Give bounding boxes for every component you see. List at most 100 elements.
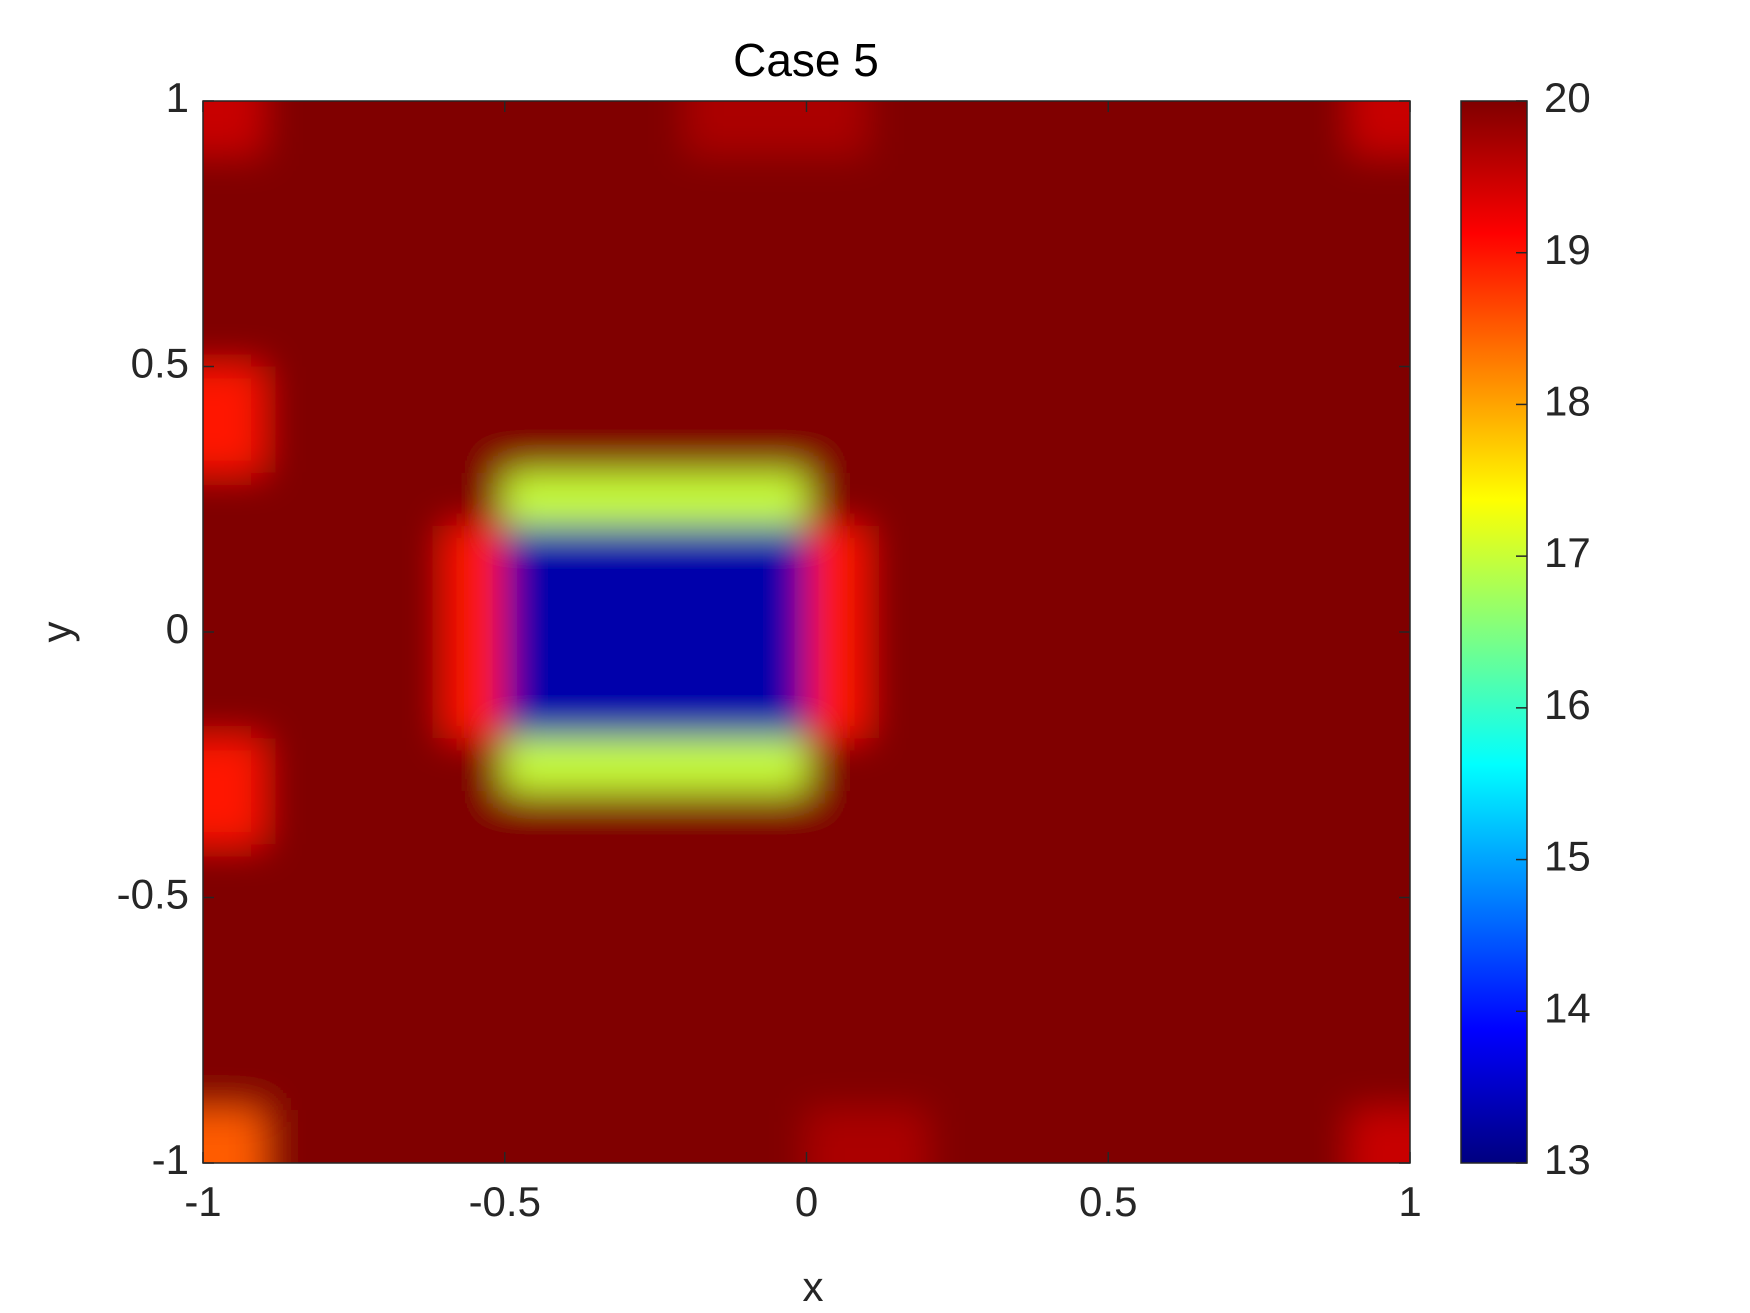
heatmap-cell <box>203 897 264 952</box>
heatmap-cell <box>866 844 928 898</box>
heatmap-cell <box>625 313 687 367</box>
heatmap-cell <box>203 791 264 845</box>
heatmap-cell <box>565 472 626 527</box>
heatmap-cell <box>1108 1109 1170 1163</box>
heatmap-cell <box>987 578 1049 633</box>
heatmap-cell <box>565 844 626 898</box>
heatmap-cell <box>1228 366 1290 421</box>
heatmap-cell <box>746 897 807 952</box>
colorbar-tick-label: 19 <box>1544 226 1591 273</box>
heatmap-cell <box>1108 1003 1170 1058</box>
heatmap-cell <box>927 154 989 208</box>
heatmap-cell <box>444 313 506 367</box>
heatmap-cell <box>927 844 989 898</box>
heatmap-cell <box>1289 632 1351 686</box>
plot-area <box>203 101 1410 1163</box>
heatmap-cell <box>1289 1003 1351 1058</box>
x-tick-label: -1 <box>184 1178 221 1225</box>
heatmap-cell <box>565 525 626 580</box>
heatmap-cell <box>203 632 264 686</box>
heatmap-cell <box>384 950 445 1005</box>
heatmap-cell <box>263 685 325 739</box>
y-tick-label: -0.5 <box>117 871 189 918</box>
heatmap-cell <box>323 101 385 155</box>
heatmap-cell <box>384 419 445 474</box>
heatmap-cell <box>203 366 264 421</box>
heatmap-cell <box>444 472 506 527</box>
heatmap-cell <box>1228 1003 1290 1058</box>
heatmap-cell <box>866 897 928 952</box>
heatmap-cell <box>1349 154 1410 208</box>
heatmap-cell <box>1047 632 1109 686</box>
heatmap-cell <box>203 950 264 1005</box>
heatmap-cell <box>1349 260 1410 314</box>
heatmap-cell <box>1168 419 1230 474</box>
heatmap-cell <box>806 1109 868 1163</box>
heatmap-cell <box>746 791 807 845</box>
heatmap-cell <box>1108 632 1170 686</box>
x-tick-label: 0 <box>795 1178 818 1225</box>
heatmap-cell <box>384 738 445 792</box>
heatmap-cell <box>625 419 687 474</box>
heatmap-cell <box>1289 791 1351 845</box>
heatmap-cell <box>323 897 385 952</box>
heatmap-cell <box>565 1003 626 1058</box>
heatmap-cell <box>987 897 1049 952</box>
heatmap-cell <box>1168 313 1230 367</box>
heatmap-cell <box>866 1003 928 1058</box>
heatmap-cell <box>1349 632 1410 686</box>
heatmap-cell <box>1108 207 1170 261</box>
heatmap-cell <box>927 1003 989 1058</box>
heatmap-cell <box>1168 738 1230 792</box>
heatmap-cell <box>1168 366 1230 421</box>
heatmap-cell <box>263 472 325 527</box>
heatmap-cell <box>1349 685 1410 739</box>
heatmap-cell <box>263 1056 325 1111</box>
heatmap-cell <box>1349 1109 1410 1163</box>
heatmap-cell <box>263 101 325 155</box>
heatmap-cell <box>203 1056 264 1111</box>
heatmap-cell <box>1289 101 1351 155</box>
colorbar-tick-label: 18 <box>1544 378 1591 425</box>
heatmap-cell <box>806 897 868 952</box>
heatmap-cell <box>746 207 807 261</box>
heatmap-cell <box>1047 472 1109 527</box>
heatmap-cell <box>1349 472 1410 527</box>
heatmap-cell <box>1168 844 1230 898</box>
heatmap-cell <box>444 1056 506 1111</box>
heatmap-cell <box>1289 419 1351 474</box>
heatmap-cell <box>444 154 506 208</box>
heatmap-cell <box>746 154 807 208</box>
heatmap-cell <box>927 260 989 314</box>
heatmap-cell <box>1289 897 1351 952</box>
heatmap-cell <box>1228 101 1290 155</box>
heatmap-cell <box>927 632 989 686</box>
heatmap-cell <box>504 791 566 845</box>
heatmap-cell <box>1228 950 1290 1005</box>
heatmap-cell <box>987 207 1049 261</box>
heatmap-cell <box>1108 525 1170 580</box>
heatmap-cell <box>203 154 264 208</box>
heatmap-cell <box>1289 685 1351 739</box>
heatmap-cell <box>203 525 264 580</box>
heatmap <box>203 101 1410 1163</box>
heatmap-cell <box>1168 632 1230 686</box>
heatmap-cell <box>806 366 868 421</box>
heatmap-cell <box>1349 101 1410 155</box>
heatmap-cell <box>866 207 928 261</box>
heatmap-cell <box>625 154 687 208</box>
heatmap-cell <box>806 844 868 898</box>
heatmap-cell <box>1289 313 1351 367</box>
heatmap-cell <box>1047 366 1109 421</box>
heatmap-cell <box>1228 1109 1290 1163</box>
heatmap-cell <box>987 791 1049 845</box>
heatmap-cell <box>866 685 928 739</box>
heatmap-cell <box>806 1056 868 1111</box>
heatmap-cell <box>625 1003 687 1058</box>
heatmap-cell <box>927 685 989 739</box>
heatmap-cell <box>806 578 868 633</box>
heatmap-cell <box>1289 578 1351 633</box>
heatmap-cell <box>685 260 747 314</box>
heatmap-cell <box>1349 738 1410 792</box>
heatmap-cell <box>625 1109 687 1163</box>
